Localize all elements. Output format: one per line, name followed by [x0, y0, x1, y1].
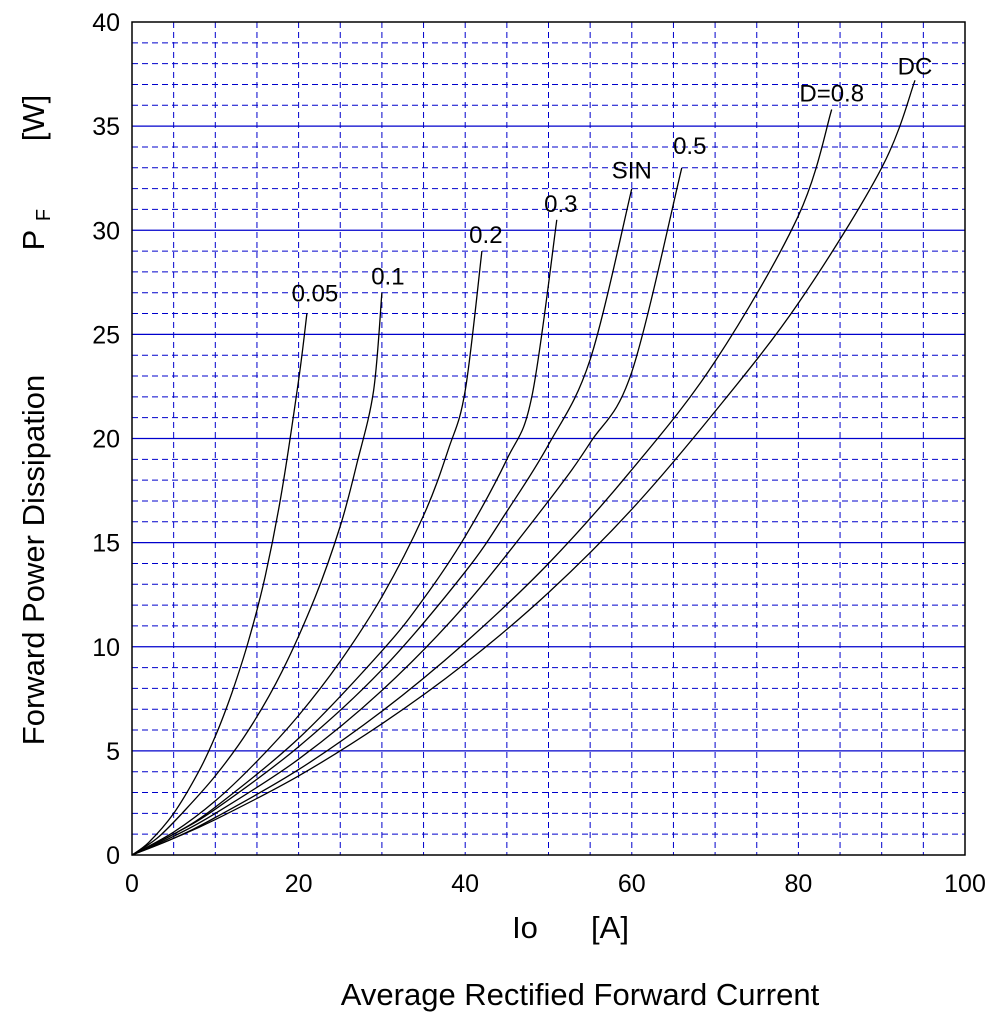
x-axis-label: Average Rectified Forward Current [341, 977, 820, 1012]
curve-label: DC [898, 53, 933, 80]
x-tick-label: 20 [285, 870, 313, 898]
plot-frame [131, 21, 966, 856]
x-tick-label: 60 [618, 870, 646, 898]
major-grid [132, 125, 965, 752]
curve-label: 0.3 [544, 191, 577, 218]
curve-label: 0.5 [673, 133, 706, 160]
curve-0-5 [131, 167, 683, 856]
y-tick-label: 15 [92, 530, 120, 558]
x-tick-label: 0 [125, 870, 139, 898]
y-axis-symbol: P [16, 230, 51, 251]
curve-label: SIN [612, 158, 652, 185]
y-tick-label: 40 [92, 9, 120, 37]
curve-label: 0.2 [469, 222, 502, 249]
y-tick-label: 35 [92, 113, 120, 141]
y-tick-label: 30 [92, 217, 120, 245]
minor-grid [132, 22, 965, 855]
y-tick-label: 10 [92, 634, 120, 662]
y-tick-label: 20 [92, 426, 120, 454]
x-axis-symbol: Io [512, 910, 538, 945]
y-axis-label: Forward Power Dissipation [16, 375, 51, 745]
curve-0-3 [131, 219, 558, 856]
curve-0-2 [131, 251, 483, 856]
y-tick-label: 5 [106, 738, 120, 766]
curve-0-05 [131, 313, 308, 856]
y-axis-title-group: Forward Power Dissipation P F [W] [16, 95, 55, 745]
curve-sin [131, 188, 633, 856]
curve-dc [131, 80, 916, 856]
curve-d-0-8 [131, 109, 833, 856]
curve-labels: 0.05 0.1 0.2 0.3 SIN 0.5 D=0.8 DC [292, 53, 933, 307]
tick-labels: 0 20 40 60 80 100 0 5 10 15 20 25 30 35 40 [92, 9, 986, 898]
curves [131, 80, 916, 856]
x-tick-label: 80 [784, 870, 812, 898]
y-axis-symbol-subscript: F [33, 209, 55, 221]
x-tick-label: 40 [451, 870, 479, 898]
curve-label: 0.05 [292, 281, 339, 308]
y-axis-unit: [W] [16, 95, 51, 142]
curve-label: D=0.8 [799, 80, 864, 107]
y-tick-label: 0 [106, 842, 120, 870]
curve-label: 0.1 [371, 264, 404, 291]
x-tick-label: 100 [944, 870, 986, 898]
y-tick-label: 25 [92, 321, 120, 349]
curve-0-1 [131, 292, 383, 856]
x-axis-unit: [A] [591, 910, 629, 945]
